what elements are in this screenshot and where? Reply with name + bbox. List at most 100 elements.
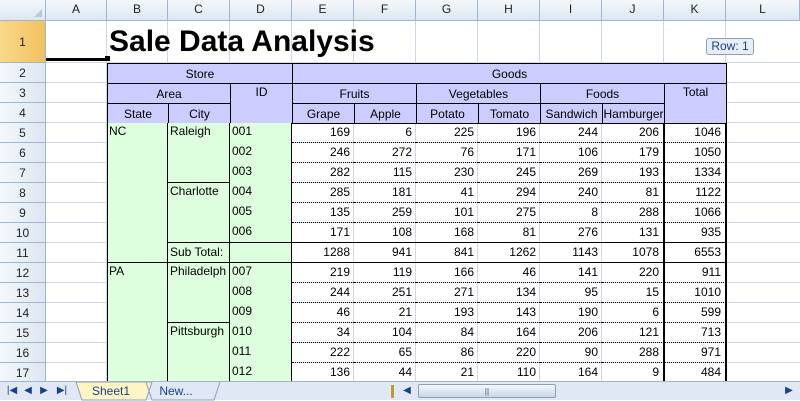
data-cell[interactable]: 41 <box>416 183 478 203</box>
id-cell[interactable]: 011 <box>232 344 252 358</box>
data-cell[interactable]: 1050 <box>664 143 726 163</box>
data-cell[interactable]: 259 <box>354 203 416 223</box>
data-cell[interactable]: 179 <box>602 143 664 163</box>
data-cell[interactable]: 220 <box>602 263 664 283</box>
data-cell[interactable]: 1066 <box>664 203 726 223</box>
data-cell[interactable]: 294 <box>478 183 540 203</box>
active-cell-cursor-handle[interactable] <box>105 56 110 61</box>
data-cell[interactable]: 108 <box>354 223 416 243</box>
data-cell[interactable]: 1010 <box>664 283 726 303</box>
tab-new[interactable]: New... <box>159 384 193 398</box>
column-header-c[interactable]: C <box>168 0 230 21</box>
id-cell[interactable]: 006 <box>232 224 253 238</box>
data-cell[interactable]: 6 <box>602 303 664 323</box>
data-cell[interactable]: 6553 <box>664 243 726 263</box>
data-cell[interactable]: 171 <box>292 223 354 243</box>
data-cell[interactable]: 484 <box>664 363 726 383</box>
data-cell[interactable]: 65 <box>354 343 416 363</box>
row-header-13[interactable]: 13 <box>0 283 46 303</box>
data-cell[interactable]: 240 <box>540 183 602 203</box>
data-cell[interactable]: 599 <box>664 303 726 323</box>
data-cell[interactable]: 141 <box>540 263 602 283</box>
data-cell[interactable]: 206 <box>602 123 664 143</box>
data-cell[interactable]: 95 <box>540 283 602 303</box>
data-cell[interactable]: 1288 <box>323 245 350 259</box>
id-cell[interactable]: 003 <box>232 164 253 178</box>
column-header-b[interactable]: B <box>107 0 168 21</box>
row-header-14[interactable]: 14 <box>0 303 46 323</box>
column-header-h[interactable]: H <box>478 0 540 21</box>
data-cell[interactable]: 193 <box>416 303 478 323</box>
data-cell[interactable]: 282 <box>292 163 354 183</box>
data-cell[interactable]: 181 <box>354 183 416 203</box>
row-header-10[interactable]: 10 <box>0 223 46 243</box>
data-cell[interactable]: 841 <box>453 245 474 259</box>
column-header-d[interactable]: D <box>230 0 292 21</box>
data-cell[interactable]: 143 <box>478 303 540 323</box>
data-cell[interactable]: 81 <box>602 183 664 203</box>
data-cell[interactable]: 34 <box>292 323 354 343</box>
id-cell[interactable]: 012 <box>232 364 253 378</box>
next-sheet-icon[interactable]: ▶ <box>40 385 48 396</box>
data-cell[interactable]: 244 <box>540 123 602 143</box>
data-cell[interactable]: 272 <box>354 143 416 163</box>
tab-splitter[interactable] <box>391 385 394 398</box>
data-cell[interactable]: 106 <box>540 143 602 163</box>
active-cell-cursor[interactable] <box>46 58 107 61</box>
data-cell[interactable]: 911 <box>664 263 726 283</box>
data-cell[interactable]: 713 <box>664 323 726 343</box>
data-cell[interactable]: 193 <box>602 163 664 183</box>
column-header-f[interactable]: F <box>354 0 416 21</box>
data-cell[interactable]: 935 <box>664 223 726 243</box>
column-header-e[interactable]: E <box>292 0 354 21</box>
data-cell[interactable]: 230 <box>416 163 478 183</box>
column-header-g[interactable]: G <box>416 0 478 21</box>
data-cell[interactable]: 84 <box>416 323 478 343</box>
id-cell[interactable]: 001 <box>232 124 253 138</box>
data-cell[interactable]: 44 <box>354 363 416 383</box>
id-cell[interactable]: 005 <box>232 204 253 218</box>
data-cell[interactable]: 275 <box>478 203 540 223</box>
prev-sheet-icon[interactable]: ◀ <box>24 385 32 396</box>
row-header-1[interactable]: 1 <box>0 21 46 63</box>
row-header-2[interactable]: 2 <box>0 63 46 83</box>
data-cell[interactable]: 166 <box>416 263 478 283</box>
data-cell[interactable]: 90 <box>540 343 602 363</box>
first-sheet-icon[interactable]: |◀ <box>6 385 18 396</box>
row-header-3[interactable]: 3 <box>0 83 46 103</box>
data-cell[interactable]: 196 <box>478 123 540 143</box>
data-cell[interactable]: 1046 <box>664 123 726 143</box>
id-cell[interactable]: 002 <box>232 144 253 158</box>
data-cell[interactable]: 134 <box>478 283 540 303</box>
data-cell[interactable]: 220 <box>478 343 540 363</box>
row-header-5[interactable]: 5 <box>0 123 46 143</box>
data-cell[interactable]: 121 <box>602 323 664 343</box>
data-cell[interactable]: 222 <box>292 343 354 363</box>
select-all-corner[interactable] <box>0 0 46 21</box>
data-cell[interactable]: 190 <box>540 303 602 323</box>
last-sheet-icon[interactable]: ▶| <box>56 385 68 396</box>
data-cell[interactable]: 101 <box>416 203 478 223</box>
data-cell[interactable]: 244 <box>292 283 354 303</box>
data-cell[interactable]: 15 <box>602 283 664 303</box>
scroll-right-icon[interactable]: ▶ <box>785 385 793 396</box>
data-cell[interactable]: 285 <box>292 183 354 203</box>
row-header-12[interactable]: 12 <box>0 263 46 283</box>
data-cell[interactable]: 164 <box>540 363 602 383</box>
scroll-left-icon[interactable]: ◀ <box>403 385 411 396</box>
data-cell[interactable]: 269 <box>540 163 602 183</box>
data-cell[interactable]: 1334 <box>664 163 726 183</box>
id-cell[interactable]: 008 <box>232 284 253 298</box>
column-header-l[interactable]: L <box>726 0 800 21</box>
data-cell[interactable]: 136 <box>292 363 354 383</box>
horizontal-scrollbar-thumb[interactable]: || <box>418 384 556 398</box>
data-cell[interactable]: 1143 <box>572 245 598 259</box>
data-cell[interactable]: 21 <box>354 303 416 323</box>
data-cell[interactable]: 169 <box>292 123 354 143</box>
data-cell[interactable]: 271 <box>416 283 478 303</box>
column-header-i[interactable]: I <box>540 0 602 21</box>
data-cell[interactable]: 1262 <box>509 245 536 259</box>
row-header-9[interactable]: 9 <box>0 203 46 223</box>
row-header-11[interactable]: 11 <box>0 243 46 263</box>
data-cell[interactable]: 8 <box>540 203 602 223</box>
